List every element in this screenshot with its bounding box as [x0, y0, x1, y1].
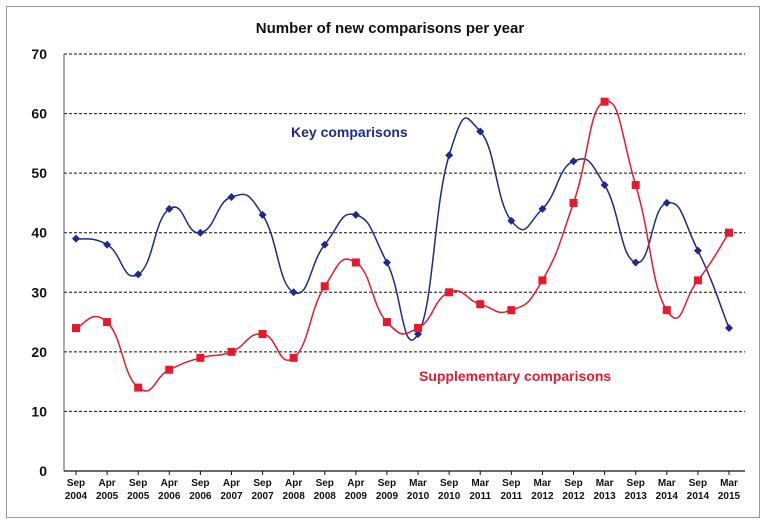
data-point-key-comparisons [600, 181, 609, 190]
series-label-key-comparisons: Key comparisons [291, 124, 408, 140]
data-point-key-comparisons [382, 258, 391, 267]
data-point-supplementary-comparisons [507, 306, 516, 315]
data-point-supplementary-comparisons [103, 318, 112, 327]
x-tick-label: Mar 2014 [656, 478, 679, 502]
data-point-key-comparisons [538, 204, 547, 213]
x-tick-label: Apr 2008 [283, 478, 306, 502]
series-layer [72, 97, 733, 392]
data-point-supplementary-comparisons [569, 198, 578, 207]
data-point-key-comparisons [507, 216, 516, 225]
x-tick-label: Mar 2012 [531, 478, 554, 502]
x-tick-label: Sep 2007 [251, 478, 274, 502]
data-point-supplementary-comparisons [476, 300, 485, 309]
x-tick-label: Sep 2011 [500, 478, 522, 502]
data-point-key-comparisons [289, 288, 298, 297]
data-point-key-comparisons [725, 324, 733, 333]
data-point-key-comparisons [476, 127, 485, 136]
x-tick-label: Sep 2009 [376, 478, 399, 502]
y-tick-label: 60 [31, 106, 47, 122]
data-point-supplementary-comparisons [289, 353, 298, 362]
axis-layer [63, 54, 745, 472]
data-point-key-comparisons [165, 204, 174, 213]
data-point-supplementary-comparisons [134, 383, 143, 392]
y-tick-label: 70 [31, 46, 47, 62]
data-point-supplementary-comparisons [662, 306, 671, 315]
data-point-supplementary-comparisons [631, 181, 640, 190]
grid-layer [64, 53, 745, 412]
data-point-supplementary-comparisons [600, 97, 609, 106]
data-point-key-comparisons [134, 270, 143, 279]
data-point-supplementary-comparisons [351, 258, 360, 267]
data-point-key-comparisons [445, 151, 454, 160]
y-tick-label: 50 [31, 165, 47, 181]
data-point-supplementary-comparisons [445, 288, 454, 297]
data-point-supplementary-comparisons [414, 324, 423, 333]
data-point-key-comparisons [227, 192, 236, 201]
x-tick-label: Sep 2012 [562, 478, 585, 502]
x-tick-label: Apr 2005 [96, 478, 119, 502]
x-tick-label: Mar 2013 [593, 478, 616, 502]
series-line-key-comparisons [75, 117, 730, 341]
data-point-supplementary-comparisons [538, 276, 547, 285]
data-point-key-comparisons [631, 258, 640, 267]
x-tick-label: Sep 2004 [65, 478, 88, 502]
x-tick-label: Sep 2010 [438, 478, 461, 502]
data-point-key-comparisons [569, 157, 578, 166]
data-point-supplementary-comparisons [725, 228, 733, 237]
data-point-key-comparisons [662, 198, 671, 207]
x-tick-label: Apr 2009 [345, 478, 368, 502]
y-tick-label: 40 [31, 225, 47, 241]
data-point-key-comparisons [693, 246, 702, 255]
data-point-key-comparisons [72, 234, 80, 243]
y-tick-label: 30 [31, 284, 47, 300]
data-point-supplementary-comparisons [196, 353, 205, 362]
data-point-supplementary-comparisons [320, 282, 329, 291]
y-tick-label: 20 [31, 344, 47, 360]
data-point-supplementary-comparisons [72, 324, 80, 333]
data-point-key-comparisons [351, 210, 360, 219]
data-point-supplementary-comparisons [227, 347, 236, 356]
x-tick-label: Mar 2015 [718, 478, 741, 502]
data-point-supplementary-comparisons [258, 329, 267, 338]
x-tick-label: Mar 2011 [469, 478, 491, 502]
data-point-key-comparisons [103, 240, 112, 249]
y-tick-labels: 0 10 20 30 40 50 60 70 [31, 46, 47, 479]
data-point-supplementary-comparisons [165, 365, 174, 374]
x-tick-label: Sep 2008 [314, 478, 337, 502]
y-tick-label: 10 [31, 403, 47, 419]
data-point-supplementary-comparisons [693, 276, 702, 285]
x-tick-label: Sep 2014 [687, 478, 710, 502]
y-tick-label: 0 [39, 463, 47, 479]
data-point-key-comparisons [196, 228, 205, 237]
x-tick-label: Sep 2005 [127, 478, 150, 502]
x-tick-label: Sep 2013 [625, 478, 648, 502]
data-point-key-comparisons [258, 210, 267, 219]
chart-title: Number of new comparisons per year [256, 20, 525, 37]
series-line-supplementary-comparisons [75, 100, 730, 392]
x-tick-label: Apr 2007 [220, 478, 243, 502]
x-tick-label: Apr 2006 [158, 478, 181, 502]
series-label-supplementary-comparisons: Supplementary comparisons [419, 368, 611, 384]
x-tick-label: Sep 2006 [189, 478, 212, 502]
x-tick-labels: Sep 2004 Apr 2005 Sep 2005 Apr 2006 Sep 2006 Apr 20… [65, 471, 741, 502]
x-tick-label: Mar 2010 [407, 478, 430, 502]
data-point-supplementary-comparisons [382, 318, 391, 327]
data-point-key-comparisons [320, 240, 329, 249]
